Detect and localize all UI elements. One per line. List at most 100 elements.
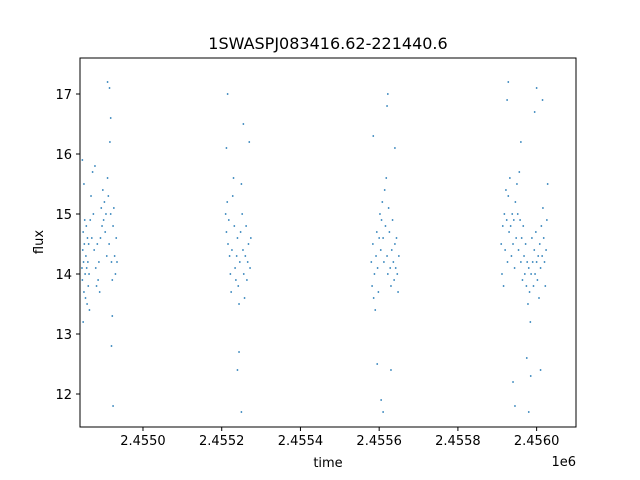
- data-point: [541, 255, 544, 257]
- data-point: [521, 279, 524, 281]
- data-point: [542, 237, 545, 239]
- data-point: [236, 369, 239, 371]
- data-point: [372, 135, 375, 137]
- data-point: [508, 231, 510, 233]
- data-point: [507, 81, 510, 83]
- data-point: [108, 243, 111, 245]
- data-point: [544, 285, 547, 287]
- data-point: [508, 177, 511, 179]
- data-point: [396, 273, 399, 275]
- data-point: [81, 159, 84, 161]
- data-point: [383, 189, 386, 191]
- data-point: [112, 225, 114, 227]
- data-point: [83, 243, 86, 245]
- data-point: [392, 261, 395, 263]
- data-point: [96, 243, 99, 245]
- data-point: [371, 285, 373, 287]
- data-point: [89, 219, 92, 221]
- y-axis-label: flux: [32, 230, 47, 254]
- data-point: [86, 303, 88, 305]
- data-point: [376, 363, 379, 365]
- data-point: [539, 369, 542, 371]
- plot-frame: [79, 57, 577, 428]
- data-point: [529, 321, 532, 323]
- data-point: [226, 201, 229, 203]
- data-point: [101, 189, 104, 191]
- data-point: [503, 213, 506, 215]
- y-tick-label: 14: [55, 268, 72, 283]
- data-point: [511, 213, 514, 215]
- data-point: [111, 279, 114, 281]
- data-point: [505, 219, 508, 221]
- data-point: [388, 231, 391, 233]
- data-point: [520, 237, 523, 239]
- data-point: [107, 195, 110, 197]
- data-point: [375, 255, 377, 257]
- data-point: [517, 249, 520, 251]
- data-point: [94, 267, 97, 269]
- data-point: [504, 249, 507, 251]
- data-point: [237, 285, 240, 287]
- data-point: [225, 147, 228, 149]
- data-point: [98, 291, 101, 293]
- x-tick-label: 2.4558: [435, 434, 481, 449]
- data-point: [104, 231, 107, 233]
- data-point: [241, 213, 244, 215]
- data-point: [389, 267, 392, 269]
- data-point: [527, 411, 530, 413]
- data-point: [535, 261, 538, 263]
- data-point: [86, 237, 89, 239]
- data-point: [533, 111, 536, 113]
- data-point: [516, 213, 519, 215]
- data-point: [512, 381, 514, 383]
- data-point: [85, 255, 87, 257]
- data-point: [236, 237, 239, 239]
- data-point: [370, 261, 373, 263]
- data-point: [373, 273, 376, 275]
- data-point: [243, 297, 246, 299]
- data-point: [87, 285, 90, 287]
- data-point: [238, 261, 241, 263]
- data-point: [94, 165, 96, 167]
- data-point: [394, 147, 396, 149]
- data-point: [507, 195, 510, 197]
- data-point: [506, 99, 509, 101]
- y-tick-label: 17: [55, 88, 72, 103]
- data-point: [374, 309, 377, 311]
- data-point: [501, 225, 504, 227]
- data-point: [246, 261, 249, 263]
- data-point: [105, 213, 107, 215]
- data-point: [381, 201, 384, 203]
- data-point: [394, 243, 396, 245]
- data-point: [506, 261, 509, 263]
- data-point: [545, 219, 548, 221]
- data-point: [92, 213, 95, 215]
- data-point: [93, 249, 96, 251]
- data-point: [501, 273, 503, 275]
- data-point: [238, 351, 240, 353]
- data-point: [242, 249, 244, 251]
- data-point: [540, 225, 543, 227]
- x-tick-label: 2.4560: [514, 434, 560, 449]
- data-point: [519, 141, 522, 143]
- data-point: [81, 249, 84, 251]
- data-point: [109, 141, 111, 143]
- data-point: [103, 201, 106, 203]
- y-tick-label: 15: [55, 208, 72, 223]
- data-point: [531, 237, 533, 239]
- data-point: [98, 261, 100, 263]
- data-point: [514, 405, 516, 407]
- data-point: [519, 219, 521, 221]
- data-point: [513, 267, 516, 269]
- data-point: [86, 261, 89, 263]
- data-point: [510, 255, 513, 257]
- data-point: [397, 291, 399, 293]
- data-point: [516, 183, 518, 185]
- data-point: [230, 291, 233, 293]
- data-point: [111, 315, 114, 317]
- data-point: [525, 357, 528, 359]
- data-point: [512, 219, 515, 221]
- data-point: [528, 291, 531, 293]
- data-point: [538, 243, 541, 245]
- data-point: [387, 207, 390, 209]
